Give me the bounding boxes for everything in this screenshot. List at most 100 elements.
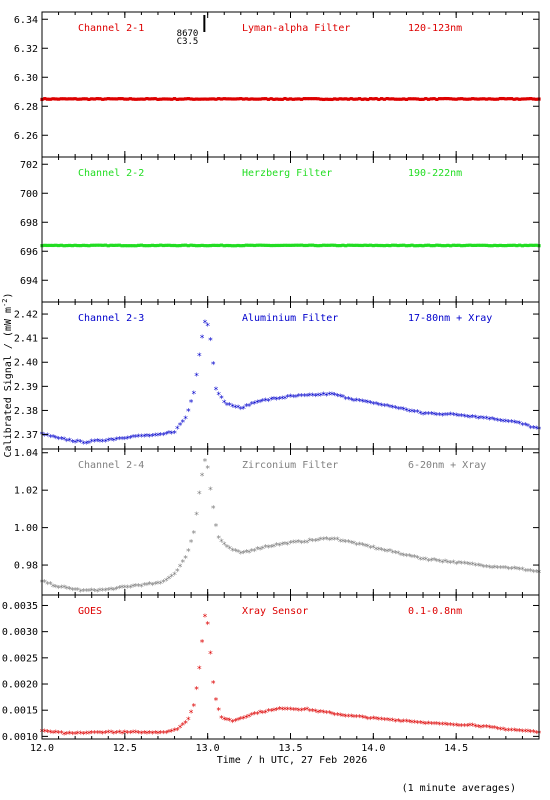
data-point: * — [393, 550, 398, 560]
data-point: * — [368, 399, 373, 409]
data-point: * — [61, 436, 66, 446]
data-point: * — [390, 404, 395, 414]
data-point: * — [106, 587, 111, 597]
data-point: * — [194, 511, 199, 521]
data-point: * — [420, 556, 425, 566]
series-points: ****************************************… — [39, 319, 541, 450]
data-point: * — [164, 577, 169, 587]
data-point: * — [476, 562, 481, 572]
data-point: * — [119, 730, 124, 740]
data-point: * — [263, 709, 268, 719]
data-point: * — [45, 432, 50, 442]
data-point: * — [139, 583, 144, 593]
data-point: * — [307, 537, 312, 547]
data-point: * — [481, 415, 486, 425]
data-point: * — [448, 721, 453, 731]
data-point: * — [150, 730, 155, 740]
data-point: * — [365, 716, 370, 726]
data-point: * — [318, 536, 323, 546]
data-point: * — [89, 587, 94, 597]
data-point: * — [517, 728, 522, 738]
y-tick-label: 1.02 — [14, 486, 38, 497]
data-point: * — [357, 397, 362, 407]
data-point: * — [332, 536, 337, 546]
data-point: * — [453, 412, 458, 422]
data-point: * — [175, 425, 180, 435]
data-point: * — [310, 708, 315, 718]
y-tick-label: 2.40 — [14, 358, 38, 369]
data-point: * — [478, 724, 483, 734]
y-tick-label: 0.0030 — [2, 627, 38, 638]
data-point: * — [299, 393, 304, 403]
data-point: * — [487, 724, 492, 734]
data-point: * — [324, 536, 329, 546]
data-point: * — [188, 539, 193, 549]
data-point: * — [302, 392, 307, 402]
data-point: * — [376, 716, 381, 726]
data-point: * — [266, 397, 271, 407]
data-point: * — [525, 423, 530, 433]
data-point: * — [520, 566, 525, 576]
data-point: * — [459, 413, 464, 423]
data-point: * — [357, 714, 362, 724]
data-point: * — [186, 407, 191, 417]
data-point: * — [59, 584, 64, 594]
data-point: * — [404, 407, 409, 417]
data-point: * — [70, 730, 75, 740]
data-point: * — [155, 580, 160, 590]
data-point: * — [72, 730, 77, 740]
data-point: * — [180, 558, 185, 568]
data-point: * — [398, 718, 403, 728]
data-point: * — [244, 549, 249, 559]
data-point: * — [293, 539, 298, 549]
data-point: * — [64, 585, 69, 595]
y-tick-label: 6.34 — [14, 15, 38, 26]
data-point: * — [409, 554, 414, 564]
data-point: * — [191, 703, 196, 713]
data-point: * — [130, 583, 135, 593]
data-point: * — [45, 581, 50, 591]
data-point: * — [111, 587, 116, 597]
y-tick-label: 694 — [20, 276, 38, 287]
data-point: * — [100, 730, 105, 740]
data-point: * — [343, 395, 348, 405]
y-tick-label: 6.28 — [14, 102, 38, 113]
data-point: * — [161, 579, 166, 589]
data-point: * — [525, 568, 530, 578]
data-point: * — [70, 586, 75, 596]
data-point: * — [354, 541, 359, 551]
data-point: * — [271, 543, 276, 553]
data-point: * — [175, 568, 180, 578]
data-point: * — [511, 419, 516, 429]
data-point: * — [434, 412, 439, 422]
data-point: * — [528, 424, 533, 434]
event-number-label: 8670 — [177, 29, 199, 39]
y-tick-label: 0.0020 — [2, 680, 38, 691]
data-point: * — [210, 360, 215, 370]
data-point: * — [498, 726, 503, 736]
data-point: * — [346, 539, 351, 549]
y-tick-label: 1.00 — [14, 523, 38, 534]
data-point: * — [197, 490, 202, 500]
data-point: * — [230, 547, 235, 557]
data-point: * — [280, 395, 285, 405]
data-point: * — [103, 587, 108, 597]
data-point: * — [304, 706, 309, 716]
data-point: * — [335, 536, 340, 546]
data-point: * — [117, 435, 122, 445]
data-point: * — [456, 559, 461, 569]
y-tick-label: 696 — [20, 247, 38, 258]
data-point: * — [506, 419, 511, 429]
data-point: * — [158, 730, 163, 740]
data-point: * — [158, 580, 163, 590]
data-point: * — [83, 730, 88, 740]
data-point: * — [335, 712, 340, 722]
data-point: * — [106, 729, 111, 739]
data-point: * — [114, 436, 119, 446]
data-point: * — [434, 558, 439, 568]
data-point: * — [451, 722, 456, 732]
data-point: * — [453, 560, 458, 570]
data-point: * — [155, 730, 160, 740]
data-point: * — [177, 724, 182, 734]
data-point: * — [42, 432, 47, 442]
